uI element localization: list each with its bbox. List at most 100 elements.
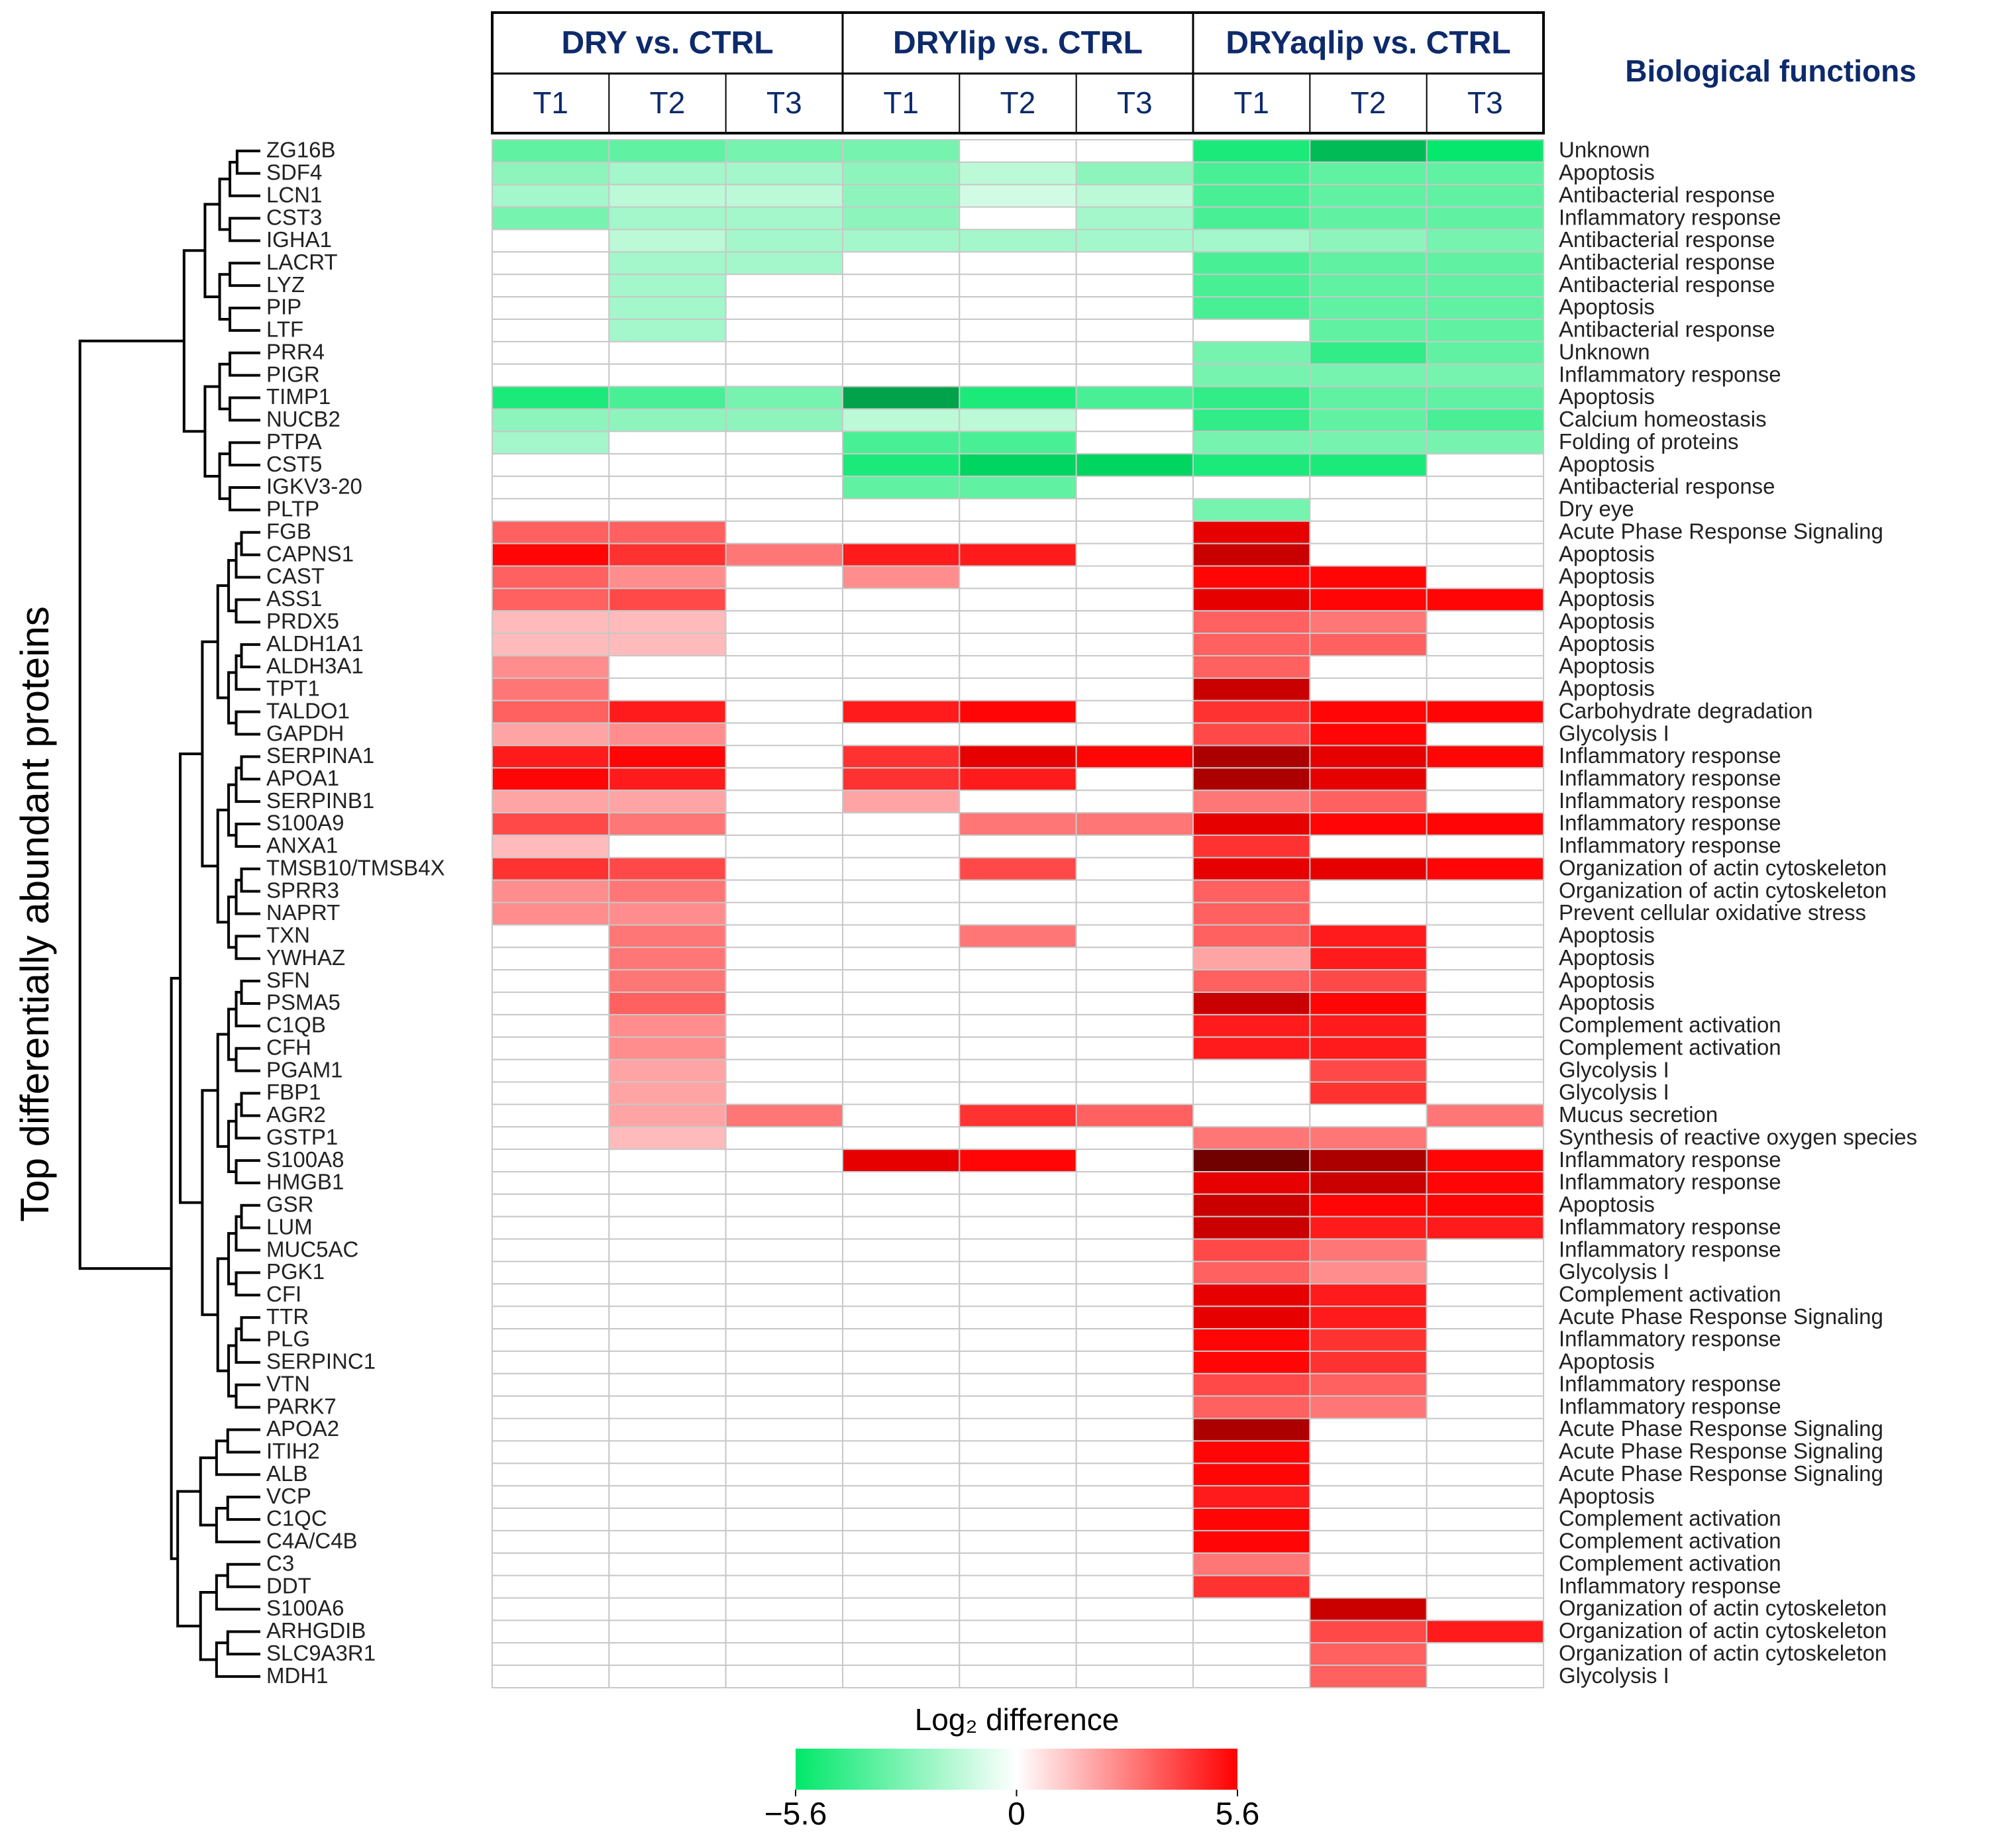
heat-cell <box>608 161 727 185</box>
empty-cell <box>725 1215 843 1240</box>
heat-cell <box>492 744 610 769</box>
empty-cell <box>1075 565 1194 590</box>
empty-cell <box>842 1283 961 1308</box>
empty-cell <box>1309 901 1428 926</box>
function-label: Apoptosis <box>1559 541 1655 566</box>
empty-cell <box>959 520 1077 544</box>
empty-cell <box>725 812 843 836</box>
heat-cell <box>1309 1081 1428 1105</box>
empty-cell <box>959 1260 1077 1285</box>
row-label: PRR4 <box>266 339 325 364</box>
heat-cell <box>1309 1372 1428 1397</box>
heat-cell <box>959 924 1077 949</box>
heat-cell <box>608 206 727 231</box>
empty-cell <box>492 992 610 1015</box>
empty-cell <box>842 633 961 656</box>
heat-cell <box>1426 856 1545 881</box>
heat-cell <box>608 947 727 971</box>
empty-cell <box>1426 677 1545 701</box>
empty-cell <box>1075 520 1194 544</box>
row-label: PIGR <box>266 362 320 386</box>
heat-cell <box>1192 1013 1311 1038</box>
heat-cell <box>1309 340 1428 365</box>
function-label: Glycolysis I <box>1559 721 1669 745</box>
empty-cell <box>842 924 961 949</box>
empty-cell <box>1075 318 1194 342</box>
empty-cell <box>492 1283 610 1308</box>
heat-cell <box>959 812 1077 836</box>
heat-cell <box>1192 1417 1311 1442</box>
heat-cell <box>492 633 610 656</box>
empty-cell <box>842 274 961 298</box>
row-label: SERPINA1 <box>266 743 374 768</box>
function-label: Acute Phase Response Signaling <box>1559 1461 1883 1486</box>
heat-cell <box>1426 296 1545 320</box>
empty-cell <box>608 476 727 499</box>
heat-cell <box>1426 1619 1545 1644</box>
empty-cell <box>959 497 1077 522</box>
heat-cell <box>959 767 1077 792</box>
function-label: Acute Phase Response Signaling <box>1559 1416 1883 1441</box>
empty-cell <box>1309 1529 1428 1554</box>
heat-cell <box>959 476 1077 499</box>
empty-cell <box>842 610 961 635</box>
heat-cell <box>1192 1485 1311 1510</box>
row-label: S100A9 <box>266 811 344 835</box>
heat-cell <box>1192 610 1311 635</box>
function-label: Folding of proteins <box>1559 429 1739 454</box>
column-label: T1 <box>883 85 919 120</box>
heat-cell <box>1426 206 1545 231</box>
empty-cell <box>1309 542 1428 567</box>
heat-cell <box>1309 744 1428 769</box>
heat-cell <box>1309 992 1428 1015</box>
heat-cell <box>1075 206 1194 231</box>
function-label: Inflammatory response <box>1559 1170 1781 1194</box>
empty-cell <box>608 497 727 522</box>
empty-cell <box>725 610 843 635</box>
empty-cell <box>1075 655 1194 679</box>
heat-cell <box>492 856 610 881</box>
function-label: Unknown <box>1559 339 1650 364</box>
heat-cell <box>492 183 610 208</box>
empty-cell <box>1426 1417 1545 1442</box>
heat-cell <box>725 542 843 567</box>
empty-cell <box>842 879 961 903</box>
empty-cell <box>725 677 843 701</box>
function-label: Antibacterial response <box>1559 474 1775 499</box>
empty-cell <box>1426 610 1545 635</box>
heat-cell <box>842 699 961 724</box>
empty-cell <box>959 1552 1077 1576</box>
empty-cell <box>492 1149 610 1173</box>
empty-cell <box>959 1642 1077 1667</box>
function-label: Prevent cellular oxidative stress <box>1559 900 1866 925</box>
empty-cell <box>725 1171 843 1195</box>
function-label: Apoptosis <box>1559 452 1655 476</box>
empty-cell <box>959 588 1077 612</box>
row-label: ITIH2 <box>266 1439 320 1463</box>
row-label: DDT <box>266 1573 311 1598</box>
empty-cell <box>842 1417 961 1442</box>
empty-cell <box>492 924 610 949</box>
empty-cell <box>725 1417 843 1442</box>
heat-cell <box>1192 1036 1311 1060</box>
heat-cell <box>1426 1193 1545 1217</box>
heat-cell <box>1192 1260 1311 1285</box>
empty-cell <box>1075 1238 1194 1262</box>
heat-cell <box>1426 1104 1545 1128</box>
heat-cell <box>1309 1665 1428 1688</box>
row-label: FBP1 <box>266 1080 321 1104</box>
heat-cell <box>1309 1238 1428 1262</box>
empty-cell <box>608 363 727 387</box>
empty-cell <box>842 1395 961 1419</box>
empty-cell <box>1426 476 1545 499</box>
empty-cell <box>725 879 843 903</box>
row-label: C1QC <box>266 1506 327 1531</box>
empty-cell <box>1075 1149 1194 1173</box>
heat-cell <box>842 161 961 185</box>
empty-cell <box>1075 1215 1194 1240</box>
row-label: ARHGDIB <box>266 1618 366 1643</box>
empty-cell <box>608 431 727 455</box>
function-label: Apoptosis <box>1559 945 1655 970</box>
empty-cell <box>1075 1013 1194 1038</box>
heat-cell <box>1192 274 1311 298</box>
